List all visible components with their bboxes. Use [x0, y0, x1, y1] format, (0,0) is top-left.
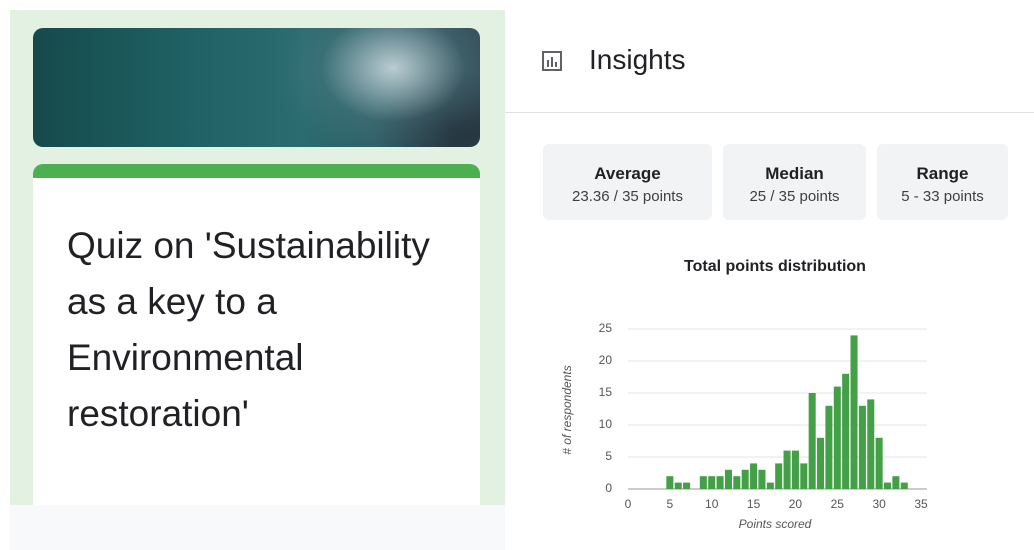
bar	[851, 335, 858, 489]
x-axis-label: Points scored	[739, 517, 812, 531]
x-tick-label: 25	[831, 497, 845, 511]
bar	[675, 483, 682, 489]
insights-header: Insights	[505, 0, 1034, 113]
bar	[825, 406, 832, 489]
bar	[700, 476, 707, 489]
x-tick-label: 0	[625, 497, 632, 511]
x-tick-label: 15	[747, 497, 761, 511]
stat-card: Average 23.36 / 35 points	[543, 144, 712, 220]
y-tick-label: 0	[605, 481, 612, 495]
bar	[725, 470, 732, 489]
bar	[884, 483, 891, 489]
bar	[876, 438, 883, 489]
stat-label: Median	[723, 164, 866, 184]
insights-title: Insights	[589, 44, 686, 76]
bar	[859, 406, 866, 489]
x-tick-label: 35	[914, 497, 928, 511]
x-tick-label: 20	[789, 497, 803, 511]
stat-card: Range 5 - 33 points	[877, 144, 1008, 220]
bar	[666, 476, 673, 489]
form-title: Quiz on 'Sustainability as a key to a En…	[67, 218, 450, 442]
bar	[809, 393, 816, 489]
stat-label: Range	[877, 164, 1008, 184]
bar	[800, 463, 807, 489]
bar	[792, 451, 799, 489]
y-tick-label: 25	[599, 321, 613, 335]
footer-area	[10, 505, 505, 550]
bar	[708, 476, 715, 489]
bar	[901, 483, 908, 489]
stat-value: 23.36 / 35 points	[543, 188, 712, 205]
x-tick-label: 5	[667, 497, 674, 511]
y-axis-label: # of respondents	[560, 365, 574, 454]
insights-icon	[541, 50, 565, 74]
y-tick-label: 5	[605, 449, 612, 463]
bar	[742, 470, 749, 489]
y-tick-label: 10	[599, 417, 613, 431]
card-accent	[33, 164, 480, 178]
bar	[867, 399, 874, 489]
bar	[834, 387, 841, 489]
form-card: Quiz on 'Sustainability as a key to a En…	[33, 164, 480, 505]
bar	[892, 476, 899, 489]
bar	[683, 483, 690, 489]
x-tick-label: 10	[705, 497, 719, 511]
y-tick-label: 15	[599, 385, 613, 399]
bar	[817, 438, 824, 489]
x-tick-label: 30	[872, 497, 886, 511]
stat-value: 25 / 35 points	[723, 188, 866, 205]
header-image	[33, 28, 480, 147]
stat-card: Median 25 / 35 points	[723, 144, 866, 220]
bar	[784, 451, 791, 489]
bar	[775, 463, 782, 489]
bar	[842, 374, 849, 489]
stat-value: 5 - 33 points	[877, 188, 1008, 205]
y-tick-label: 20	[599, 353, 613, 367]
bar	[767, 483, 774, 489]
page: Quiz on 'Sustainability as a key to a En…	[0, 0, 1034, 550]
chart-title: Total points distribution	[684, 258, 866, 275]
bar	[750, 463, 757, 489]
bar	[717, 476, 724, 489]
stat-label: Average	[543, 164, 712, 184]
bar	[758, 470, 765, 489]
bar	[733, 476, 740, 489]
form-area: Quiz on 'Sustainability as a key to a En…	[10, 10, 505, 505]
